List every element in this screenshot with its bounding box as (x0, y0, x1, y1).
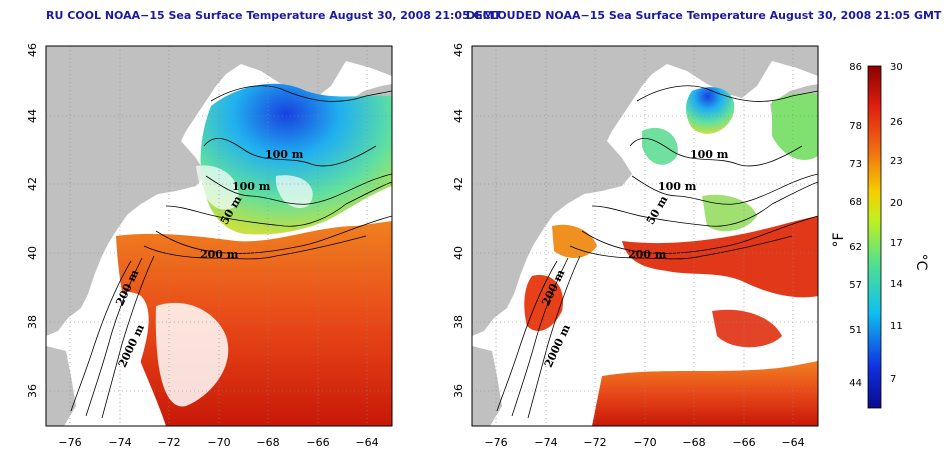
fahrenheit-tick-label: 68 (849, 197, 862, 208)
right-contour-label: 100 m (658, 180, 697, 193)
lon-tick-label: −64 (781, 436, 804, 449)
celsius-tick-label: 26 (890, 117, 903, 128)
lat-tick-label: 42 (452, 177, 465, 191)
left-map-frame (45, 45, 393, 427)
lat-tick-label: 38 (26, 315, 39, 329)
fahrenheit-tick-label: 86 (849, 62, 862, 73)
lat-tick-label: 40 (26, 246, 39, 260)
lon-tick-label: −72 (157, 436, 180, 449)
celsius-tick-label: 17 (890, 238, 903, 249)
lon-tick-label: −70 (633, 436, 656, 449)
right-map: 100 m 100 m 50 m 200 m 2000 m 200 m (472, 46, 818, 426)
colorbar-celsius-labels: 30 26 23 20 17 14 11 7 (890, 62, 903, 385)
lat-tick-label: 36 (452, 384, 465, 398)
fahrenheit-tick-label: 62 (849, 242, 862, 253)
left-contour-label: 100 m (232, 180, 271, 193)
lat-tick-label: 38 (452, 315, 465, 329)
lon-tick-label: −74 (108, 436, 131, 449)
right-contour-label: 100 m (690, 148, 729, 161)
left-x-axis: −76 −74 −72 −70 −68 −66 −64 (58, 436, 378, 449)
lat-tick-label: 42 (26, 177, 39, 191)
fahrenheit-tick-label: 73 (849, 159, 862, 170)
colorbar-fahrenheit-labels: 86 78 73 68 62 57 51 44 (849, 62, 862, 389)
lon-tick-label: −66 (732, 436, 755, 449)
fahrenheit-tick-label: 57 (849, 280, 862, 291)
colorbar: 86 78 73 68 62 57 51 44 30 26 23 20 17 1… (831, 62, 929, 409)
celsius-tick-label: 11 (890, 321, 903, 332)
fahrenheit-unit-label: °F (831, 232, 847, 247)
right-x-axis: −76 −74 −72 −70 −68 −66 −64 (484, 436, 804, 449)
lon-tick-label: −72 (583, 436, 606, 449)
right-contour-label: 200 m (628, 248, 667, 261)
lon-tick-label: −68 (256, 436, 279, 449)
lat-tick-label: 44 (452, 109, 465, 123)
fahrenheit-tick-label: 44 (849, 378, 862, 389)
right-cool-region (686, 87, 735, 134)
left-y-axis: 36 38 40 42 44 46 (26, 43, 39, 398)
left-contour-label: 100 m (265, 148, 304, 161)
lon-tick-label: −68 (682, 436, 705, 449)
right-map-frame (471, 45, 819, 427)
lon-tick-label: −64 (355, 436, 378, 449)
celsius-tick-label: 14 (890, 279, 903, 290)
left-map-title: RU COOL NOAA−15 Sea Surface Temperature … (46, 9, 502, 22)
celsius-tick-label: 30 (890, 62, 903, 73)
right-warm-region (622, 216, 818, 298)
celsius-tick-label: 20 (890, 198, 903, 209)
lon-tick-label: −66 (306, 436, 329, 449)
celsius-unit-label: °C (913, 254, 929, 271)
lat-tick-label: 44 (26, 109, 39, 123)
celsius-tick-label: 7 (890, 374, 896, 385)
left-cool-region (200, 83, 392, 235)
lat-tick-label: 40 (452, 246, 465, 260)
left-map: 100 m 100 m 50 m 200 m 2000 m 200 m (46, 46, 392, 426)
lat-tick-label: 46 (452, 43, 465, 57)
lon-tick-label: −74 (534, 436, 557, 449)
lon-tick-label: −76 (58, 436, 81, 449)
lat-tick-label: 36 (26, 384, 39, 398)
fahrenheit-tick-label: 51 (849, 325, 862, 336)
right-map-title: DECLOUDED NOAA−15 Sea Surface Temperatur… (466, 9, 942, 22)
right-y-axis: 36 38 40 42 44 46 (452, 43, 465, 398)
lon-tick-label: −76 (484, 436, 507, 449)
lon-tick-label: −70 (207, 436, 230, 449)
left-contour-label: 200 m (200, 248, 239, 261)
fahrenheit-tick-label: 78 (849, 121, 862, 132)
lat-tick-label: 46 (26, 43, 39, 57)
celsius-tick-label: 23 (890, 156, 903, 167)
colorbar-gradient (867, 65, 882, 409)
